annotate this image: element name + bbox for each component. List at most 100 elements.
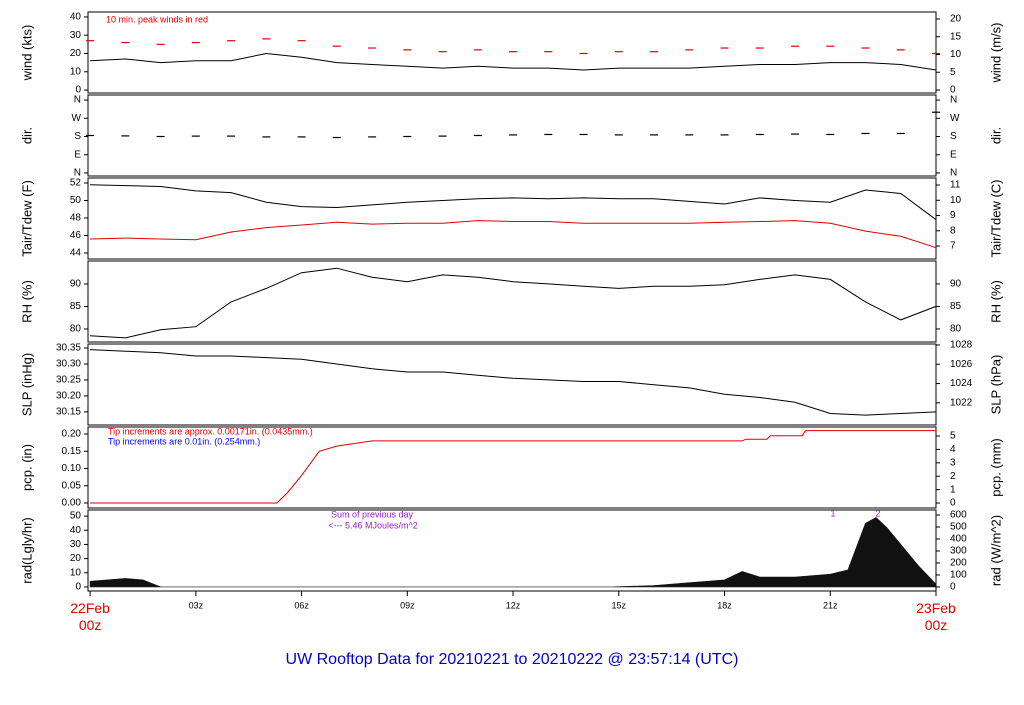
y-axis-label: Tair/Tdew (F) <box>19 180 34 257</box>
y2-tick-label: 20 <box>950 14 962 25</box>
y2-tick-label: S <box>950 131 957 142</box>
x-tick-label: 21z <box>823 600 838 610</box>
y-tick-label: 44 <box>70 248 82 259</box>
y-tick-label: 0.00 <box>62 498 82 509</box>
annotation: 10 min. peak winds in red <box>106 14 208 24</box>
y2-tick-label: 1026 <box>950 359 973 370</box>
y2-tick-label: 80 <box>950 324 962 335</box>
y-tick-label: 20 <box>70 48 82 59</box>
y2-tick-label: 15 <box>950 31 962 42</box>
panel-frame <box>87 11 937 94</box>
y2-axis-label: rad (W/m^2) <box>988 515 1003 586</box>
x-tick-label: 15z <box>612 600 627 610</box>
y2-tick-label: 4 <box>950 444 956 455</box>
y-axis-label: SLP (inHg) <box>19 353 34 416</box>
y-tick-label: 30 <box>70 30 82 41</box>
y-tick-label: 30.35 <box>56 343 81 354</box>
y2-axis-label: pcp. (mm) <box>988 438 1003 497</box>
y-tick-label: 30.25 <box>56 375 81 386</box>
data-line <box>90 52 937 71</box>
y-tick-label: 30.15 <box>56 407 81 418</box>
y2-tick-label: 8 <box>950 225 956 236</box>
y2-tick-label: 0 <box>950 582 956 593</box>
x-tick-label: 18z <box>717 600 732 610</box>
x-tick-label: 09z <box>400 600 415 610</box>
y-tick-label: 0 <box>75 582 81 593</box>
y2-tick-label: 0 <box>950 498 956 509</box>
y-tick-label: 50 <box>70 511 82 522</box>
y-tick-label: 40 <box>70 12 82 23</box>
y-tick-label: 30 <box>70 539 82 550</box>
y2-tick-label: 600 <box>950 510 967 521</box>
y2-tick-label: N <box>950 95 957 106</box>
x-tick-label: 22Feb 00z <box>70 600 110 633</box>
y2-axis-label: Tair/Tdew (C) <box>988 179 1003 257</box>
annotation: Sum of previous day <box>331 509 414 519</box>
x-tick-label: 12z <box>506 600 521 610</box>
y-axis-label: dir. <box>19 127 34 144</box>
y2-tick-label: 1024 <box>950 378 973 389</box>
y-tick-label: 0 <box>75 85 81 96</box>
annotation: 1 <box>830 508 835 518</box>
y2-tick-label: 85 <box>950 301 962 312</box>
x-tick-label: 03z <box>189 600 204 610</box>
annotation: Tip increments are approx. 0.00171in. (0… <box>108 426 313 436</box>
y-tick-label: 40 <box>70 525 82 536</box>
y2-axis-label: wind (m/s) <box>988 23 1003 84</box>
y2-tick-label: W <box>950 113 960 124</box>
y2-tick-label: 100 <box>950 570 967 581</box>
y-tick-label: 30.20 <box>56 391 81 402</box>
y2-tick-label: 11 <box>950 180 961 191</box>
y2-tick-label: 10 <box>950 49 962 60</box>
y2-axis-label: dir. <box>988 127 1003 144</box>
y-tick-label: 20 <box>70 553 82 564</box>
x-tick-label-line: 00z <box>925 617 948 633</box>
annotation: Tip increments are 0.01in. (0.254mm.) <box>108 436 260 446</box>
y2-tick-label: 400 <box>950 534 967 545</box>
y-tick-label: N <box>74 95 81 106</box>
y-tick-label: W <box>72 113 82 124</box>
y2-tick-label: N <box>950 168 957 179</box>
annotation: <--- 5.46 MJoules/m^2 <box>328 520 418 530</box>
y2-tick-label: 200 <box>950 558 967 569</box>
y-tick-label: 10 <box>70 567 82 578</box>
y2-tick-label: 1 <box>950 484 956 495</box>
y-axis-label: wind (kts) <box>19 25 34 82</box>
y-tick-label: 46 <box>70 230 82 241</box>
y2-tick-label: 10 <box>950 195 962 206</box>
y-tick-label: S <box>74 131 81 142</box>
y2-axis-label: RH (%) <box>988 280 1003 323</box>
y-tick-label: 48 <box>70 213 82 224</box>
y2-tick-label: 5 <box>950 431 956 442</box>
x-tick-label: 23Feb 00z <box>916 600 956 633</box>
panel-frame <box>87 260 937 343</box>
y-tick-label: 30.30 <box>56 359 81 370</box>
y-tick-label: 52 <box>70 178 82 189</box>
y2-tick-label: 2 <box>950 471 956 482</box>
y2-tick-label: 300 <box>950 546 967 557</box>
y2-tick-label: 90 <box>950 279 962 290</box>
y2-tick-label: 9 <box>950 210 956 221</box>
x-tick-label-line: 23Feb <box>916 600 956 616</box>
panel-frame <box>87 426 937 509</box>
panel-frame <box>87 343 937 426</box>
y-axis-label: rad(Lgly/hr) <box>19 517 34 583</box>
data-line <box>90 430 936 504</box>
y-tick-label: 90 <box>70 279 82 290</box>
y-tick-label: E <box>74 149 81 160</box>
data-line <box>90 267 937 339</box>
panel-frame <box>87 177 937 260</box>
y2-axis-label: SLP (hPa) <box>988 355 1003 415</box>
y2-tick-label: 1028 <box>950 340 973 351</box>
y-tick-label: 0.20 <box>62 429 82 440</box>
x-tick-label-line: 00z <box>79 617 102 633</box>
y2-tick-label: 1022 <box>950 397 973 408</box>
y-tick-label: 85 <box>70 301 82 312</box>
y2-tick-label: 5 <box>950 67 956 78</box>
y2-tick-label: E <box>950 149 957 160</box>
y-tick-label: 0.10 <box>62 463 82 474</box>
y-tick-label: 80 <box>70 324 82 335</box>
y2-tick-label: 0 <box>950 85 956 96</box>
